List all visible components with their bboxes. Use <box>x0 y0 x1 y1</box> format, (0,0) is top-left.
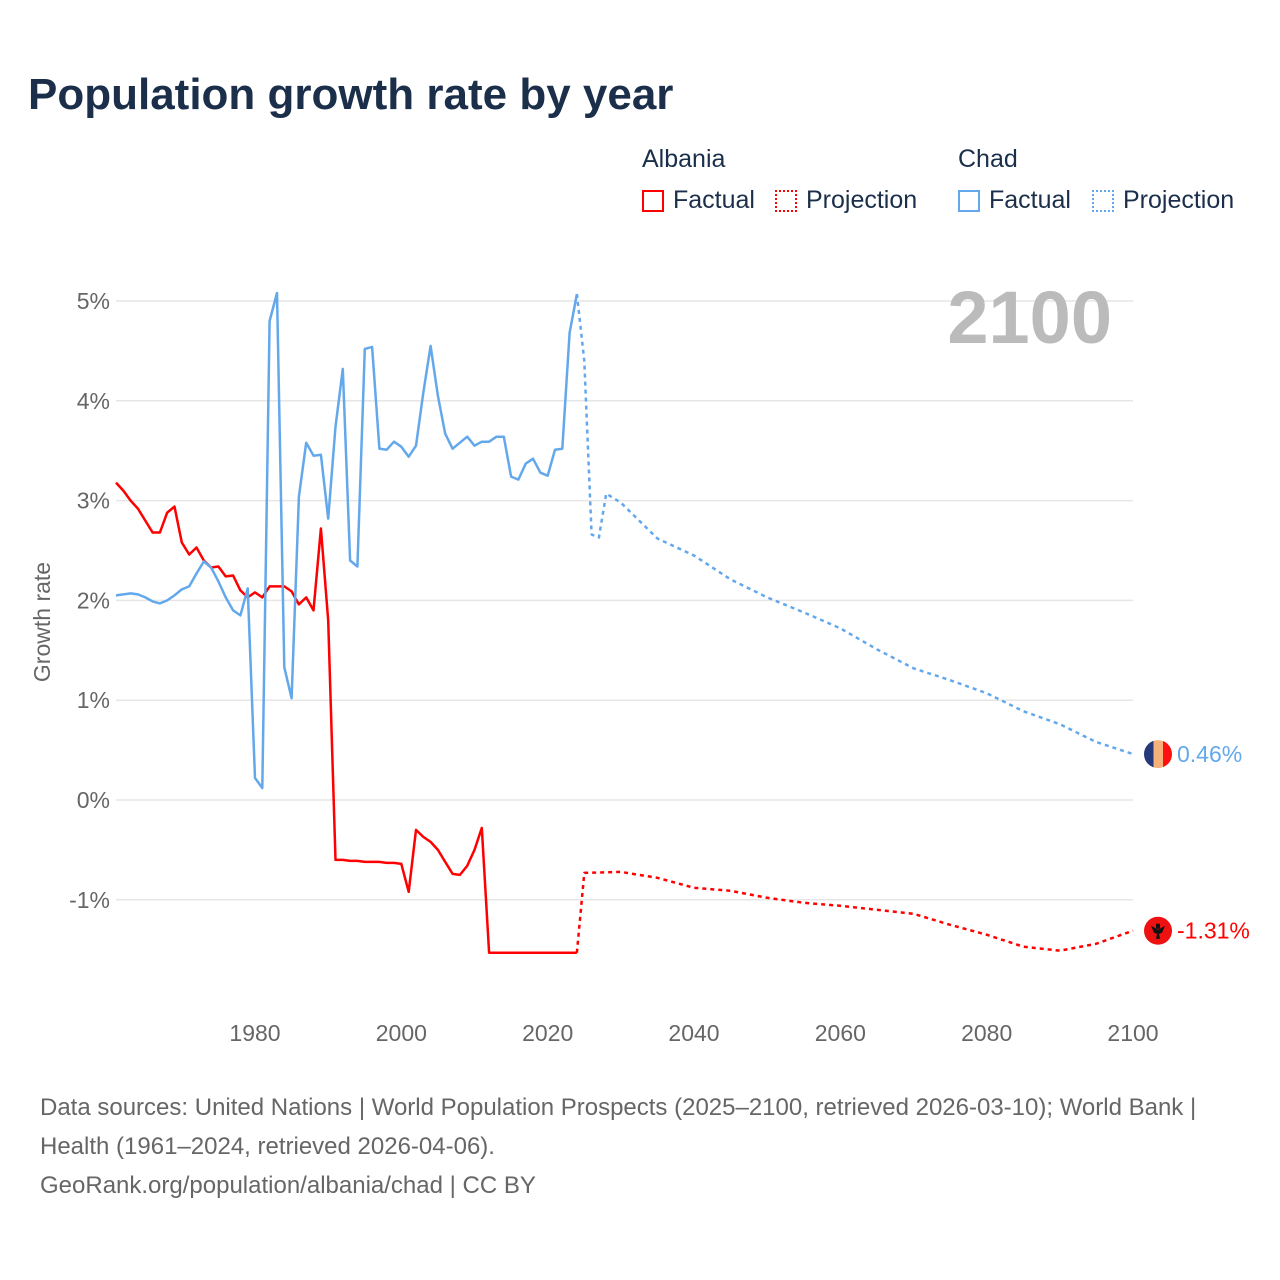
legend-label: Factual <box>673 186 755 214</box>
x-tick-label: 1980 <box>229 1020 280 1046</box>
chad-projection-line <box>575 293 1134 756</box>
chad-factual-line <box>115 291 579 790</box>
y-tick-label: -1% <box>69 887 110 913</box>
x-tick-label: 2020 <box>522 1020 573 1046</box>
legend-label: Projection <box>806 186 918 214</box>
end-value-label: 0.46% <box>1177 741 1242 767</box>
y-tick-label: 5% <box>77 288 110 314</box>
y-tick-label: 1% <box>77 687 110 713</box>
y-tick-label: 2% <box>77 587 110 613</box>
y-tick-label: 3% <box>77 488 110 514</box>
albania-projection-line <box>575 870 1134 953</box>
chad-flag-icon <box>1144 740 1172 769</box>
legend-chad-factual[interactable]: Factual <box>958 186 1071 215</box>
legend-albania-factual[interactable]: Factual <box>642 186 755 215</box>
x-tick-label: 2100 <box>1107 1020 1158 1046</box>
x-tick-label: 2000 <box>376 1020 427 1046</box>
y-tick-label: 4% <box>77 388 110 414</box>
legend-chad-projection[interactable]: Projection <box>1092 186 1234 215</box>
legend-group-albania: Albania <box>642 145 726 173</box>
albania-flag-icon <box>1144 916 1172 945</box>
data-sources: Data sources: United Nations | World Pop… <box>40 1094 1197 1160</box>
year-watermark: 2100 <box>947 276 1112 359</box>
line-chart: 5% 4% 3% 2% 1% 0% -1% 1980 2000 2020 2040 2060 2080 2… <box>29 276 1250 1046</box>
credit-link[interactable]: GeoRank.org/population/albania/chad | CC… <box>40 1172 536 1199</box>
x-tick-label: 2060 <box>815 1020 866 1046</box>
dotted-swatch-icon <box>1092 189 1114 212</box>
page-title: Population growth rate by year <box>28 70 674 119</box>
legend-albania-projection[interactable]: Projection <box>775 186 917 215</box>
legend-label: Factual <box>989 186 1071 214</box>
solid-swatch-icon <box>958 189 980 212</box>
solid-swatch-icon <box>642 189 664 212</box>
dotted-swatch-icon <box>775 189 797 212</box>
x-tick-label: 2040 <box>668 1020 719 1046</box>
legend-group-chad: Chad <box>958 145 1018 173</box>
footer: Data sources: United Nations | World Pop… <box>40 1088 1240 1205</box>
albania-factual-line <box>115 481 577 954</box>
x-tick-label: 2080 <box>961 1020 1012 1046</box>
end-value-label: -1.31% <box>1177 918 1250 944</box>
y-axis-label: Growth rate <box>29 562 55 682</box>
legend-label: Projection <box>1123 186 1235 214</box>
y-tick-label: 0% <box>77 787 110 813</box>
